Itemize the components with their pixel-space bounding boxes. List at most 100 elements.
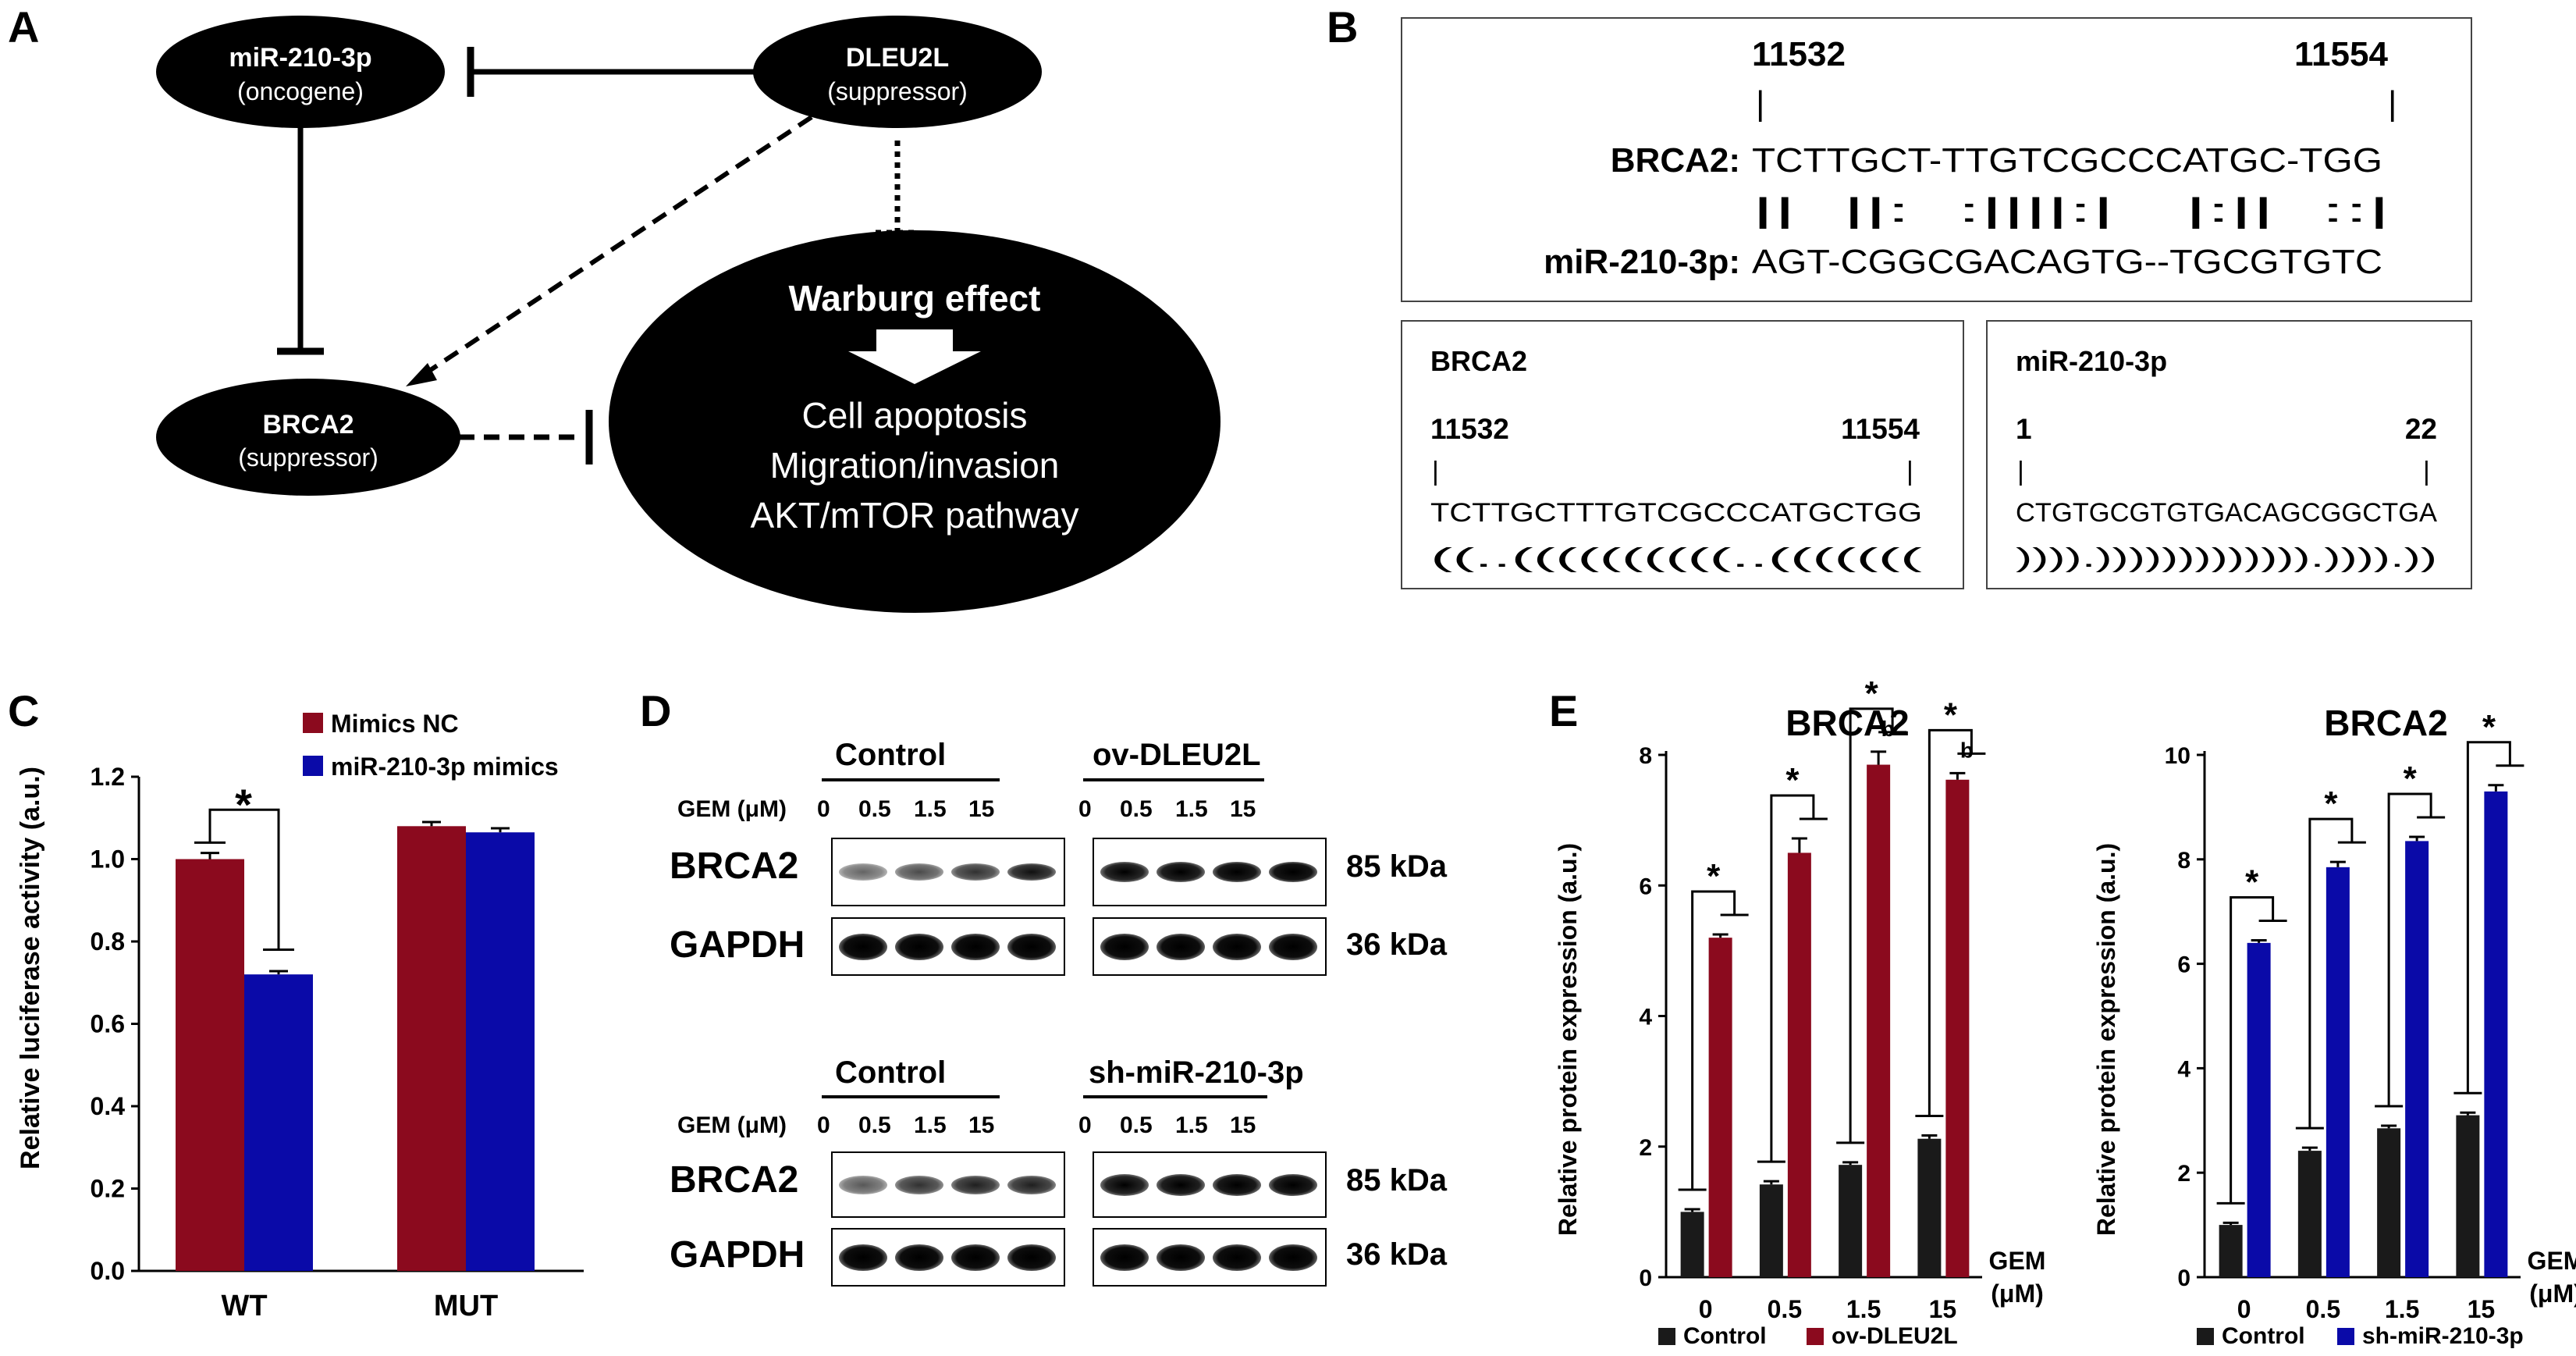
d-dose: 0: [817, 1112, 830, 1138]
d-top-kda2: 36 kDa: [1346, 927, 1447, 962]
c-significance-star: *: [235, 780, 252, 829]
e-x-tick-label: 15: [2468, 1295, 2496, 1323]
e-y-tick-label: 0: [1639, 1265, 1652, 1291]
panel-label-b: B: [1327, 2, 1359, 52]
c-bar: [466, 832, 535, 1271]
brca-role: (suppressor): [238, 443, 378, 472]
e-legend-label: Control: [1683, 1323, 1767, 1349]
blot-band: [839, 1175, 887, 1194]
blot-top-gapdh-control: [831, 917, 1065, 976]
d-bottom-row1: BRCA2: [670, 1159, 799, 1201]
e-x-tick-label: 0.5: [2306, 1295, 2340, 1323]
d-bottom-group2: sh-miR-210-3p: [1089, 1055, 1304, 1090]
d-dose: 15: [968, 796, 995, 822]
e-legend-swatch: [1658, 1328, 1675, 1345]
c-legend-label-2: miR-210-3p mimics: [331, 753, 559, 781]
blot-band: [1269, 862, 1317, 882]
e-legend-label: ov-DLEU2L: [1832, 1323, 1958, 1349]
blot-band: [1213, 1244, 1261, 1271]
align-brca-label: BRCA2:: [1611, 141, 1740, 180]
d-dose: 15: [1230, 796, 1256, 822]
e-letter-annotation: b: [1960, 738, 1974, 762]
blot-bottom-brca-sh: [1093, 1151, 1327, 1218]
e-legend-swatch: [1807, 1328, 1824, 1345]
d-dose: 15: [1230, 1112, 1256, 1138]
panel-d-blots: Control ov-DLEU2L GEM (μM) 0 0.5 1.5 15 …: [640, 679, 1483, 1356]
c-y-tick-label: 0.4: [91, 1092, 126, 1120]
panel-label-c: C: [8, 686, 40, 735]
e-significance-bracket: [1836, 707, 1907, 1144]
e-y-tick-label: 4: [2177, 1056, 2190, 1082]
d-bottom-group1-line: [822, 1095, 1000, 1098]
brca-structure-box: [1401, 320, 1964, 589]
d-dose: 0: [817, 796, 830, 822]
mir-struct-title: miR-210-3p: [2016, 345, 2167, 377]
d-dose: 0: [1078, 796, 1092, 822]
d-dose: 0.5: [1120, 796, 1153, 822]
d-top-kda1: 85 kDa: [1346, 849, 1447, 884]
panel-label-e: E: [1549, 686, 1579, 735]
e-x-tick-label: 0.5: [1768, 1295, 1802, 1323]
brca-struct-tick-end: |: [1906, 457, 1913, 486]
mir-structure-svg: miR-210-3p 1 22 | | CTGTGCGTGTGACAGCGGCT…: [2016, 345, 2437, 573]
panel-label-d: D: [640, 686, 672, 735]
d-top-group2: ov-DLEU2L: [1093, 738, 1261, 772]
node-mir-210-3p: [156, 16, 445, 128]
e-ylabel: Relative protein expression (a.u.): [2092, 843, 2120, 1236]
d-dose: 15: [968, 1112, 995, 1138]
blot-band: [1213, 862, 1261, 882]
d-bottom-group2-line: [1083, 1095, 1267, 1098]
c-y-tick-label: 1.2: [91, 763, 125, 791]
node-brca2: [156, 379, 460, 496]
blot-bottom-brca-control: [831, 1151, 1065, 1218]
e-gem-label: GEM: [2528, 1247, 2576, 1275]
d-dose: 0.5: [858, 1112, 891, 1138]
mir-struct-tick-start: |: [2017, 457, 2024, 486]
d-dose: 0.5: [1120, 1112, 1153, 1138]
e-significance-bracket: [1678, 890, 1749, 1191]
blot-top-brca-ov: [1093, 838, 1327, 906]
e-legend-label: sh-miR-210-3p: [2362, 1323, 2524, 1349]
e-y-tick-label: 2: [2177, 1161, 2190, 1187]
e-bar: [2456, 1115, 2480, 1277]
blot-band: [895, 933, 943, 960]
d-dose: 0: [1078, 1112, 1092, 1138]
d-dose: 1.5: [914, 796, 947, 822]
align-match-line: || ||: :||||:| |:|| ::|: [1752, 191, 2390, 230]
e-y-tick-label: 6: [2177, 952, 2190, 978]
e-gem-unit: (μM): [1991, 1279, 2044, 1308]
e-bar: [2405, 841, 2429, 1277]
c-y-tick-label: 0.8: [91, 927, 125, 956]
blot-top-brca-control: [831, 838, 1065, 906]
activate-edge-dleu-brca: [416, 115, 813, 381]
blot-band: [839, 863, 887, 881]
blot-band: [951, 1175, 1000, 1194]
e-legend-swatch: [2337, 1328, 2354, 1345]
brca-struct-start: 11532: [1430, 413, 1509, 445]
c-bar: [176, 859, 244, 1271]
down-arrow-icon: [848, 329, 981, 384]
mir-struct-start: 1: [2016, 413, 2032, 445]
d-dose: 1.5: [914, 1112, 947, 1138]
blot-band: [1007, 1175, 1056, 1194]
blot-band: [839, 1244, 887, 1271]
c-legend-swatch-2: [303, 756, 323, 776]
brca-struct-end: 11554: [1841, 413, 1920, 445]
blot-bottom-gapdh-control: [831, 1228, 1065, 1287]
e-significance-bracket: [2375, 792, 2446, 1108]
e-bar: [1708, 938, 1732, 1277]
d-bottom-row2: GAPDH: [670, 1234, 805, 1276]
e-gem-label: GEM: [1989, 1247, 2046, 1275]
mir-struct-seq: CTGTGCGTGTGACAGCGGCTGA: [2016, 498, 2437, 528]
c-bar: [244, 974, 313, 1271]
blot-band: [951, 1244, 1000, 1271]
warburg-line1: Cell apoptosis: [802, 395, 1028, 436]
blot-band: [1007, 863, 1056, 881]
mir-struct-dotbracket: )))).))))))))))))).)))).)): [2016, 543, 2437, 573]
warburg-line3: AKT/mTOR pathway: [751, 495, 1079, 536]
blot-band: [1157, 1173, 1205, 1196]
e-x-tick-label: 15: [1929, 1295, 1957, 1323]
c-x-tick-label: MUT: [434, 1290, 498, 1322]
c-significance-bracket: [194, 808, 294, 952]
